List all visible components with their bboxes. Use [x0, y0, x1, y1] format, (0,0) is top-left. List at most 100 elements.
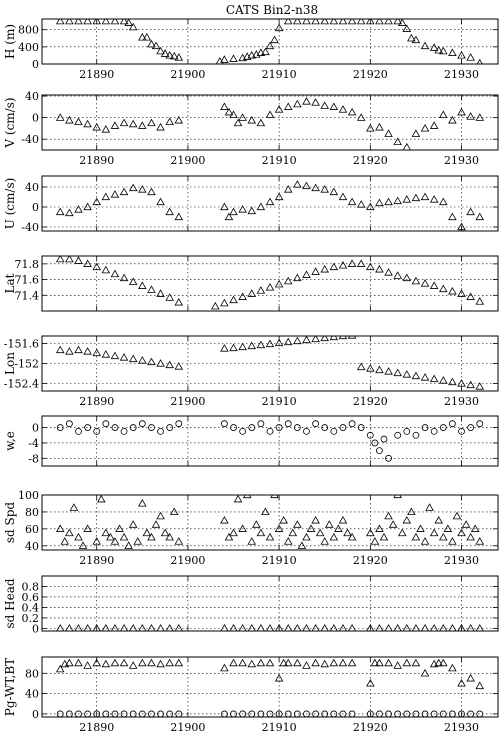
data-point [265, 283, 275, 291]
data-point [124, 541, 133, 549]
data-point [266, 710, 274, 717]
data-point [101, 623, 110, 631]
data-point [220, 623, 229, 631]
data-point [265, 197, 275, 206]
data-point [166, 710, 174, 717]
data-point [338, 515, 348, 524]
data-point [151, 520, 161, 528]
data-point [65, 19, 74, 25]
data-point [96, 495, 106, 503]
data-point [148, 424, 155, 431]
data-point [393, 661, 402, 669]
data-point [220, 344, 229, 352]
data-point [119, 273, 129, 282]
plot-frame [41, 494, 499, 551]
data-point [324, 520, 334, 528]
data-point [238, 524, 247, 532]
data-point [466, 112, 475, 120]
data-point [65, 528, 74, 537]
y-tick-label: 40 [25, 540, 39, 553]
data-point [55, 207, 65, 216]
data-point [438, 197, 448, 206]
data-point [338, 105, 348, 113]
data-point [119, 353, 129, 361]
data-point [439, 623, 448, 631]
data-point [147, 187, 156, 196]
data-point [102, 710, 110, 717]
data-point [111, 710, 119, 717]
y-tick-label: 0 [32, 622, 39, 635]
data-point [261, 47, 270, 56]
data-point [165, 623, 174, 631]
data-point [393, 495, 402, 499]
data-point [242, 495, 252, 499]
data-point [110, 269, 120, 278]
data-point [256, 202, 266, 211]
data-point [238, 205, 247, 213]
panel-v: -40 0 40 21890 21900 21910 21920 21930 V (cm/s) [3, 90, 499, 167]
data-point [302, 623, 311, 631]
data-point [393, 137, 402, 146]
data-point [252, 50, 261, 58]
data-point [411, 129, 421, 137]
data-point [320, 659, 330, 668]
y-tick-label: 0 [32, 58, 39, 71]
y-tick-label: -8 [28, 452, 39, 465]
data-point [476, 710, 484, 717]
data-point [275, 424, 283, 431]
plot-frame [41, 175, 499, 232]
data-point [338, 261, 348, 269]
data-point [275, 623, 284, 631]
data-point [274, 105, 284, 113]
data-point [466, 623, 475, 631]
data-point [375, 365, 384, 374]
data-point [375, 19, 384, 25]
data-point [166, 424, 174, 431]
data-point [119, 658, 129, 667]
data-point [283, 537, 293, 545]
data-point [384, 511, 393, 520]
data-point [247, 115, 257, 124]
data-point [366, 19, 375, 25]
data-point [302, 181, 311, 190]
data-point [229, 295, 238, 304]
data-point [429, 281, 439, 289]
data-point [475, 212, 485, 221]
data-point [375, 198, 384, 207]
data-point [138, 281, 147, 289]
data-point [393, 271, 402, 279]
data-point [247, 659, 257, 668]
data-point [93, 427, 101, 435]
data-point [429, 43, 439, 51]
data-point [274, 192, 284, 201]
data-point [74, 623, 83, 631]
data-point [434, 45, 444, 54]
data-point [257, 710, 265, 717]
data-point [256, 528, 266, 537]
y-tick-label: 400 [18, 41, 39, 54]
data-point [293, 623, 302, 631]
data-point [320, 537, 330, 545]
data-point [402, 24, 412, 32]
data-point [101, 659, 111, 668]
data-point [138, 33, 147, 41]
data-point [411, 532, 421, 541]
data-point [347, 19, 357, 25]
data-point [65, 710, 73, 717]
data-point [329, 102, 339, 110]
data-point [311, 183, 320, 192]
x-tick-label: 21890 [79, 68, 114, 81]
data-point [338, 192, 348, 201]
plot-frame [41, 255, 499, 312]
data-point [403, 710, 411, 717]
data-point [110, 623, 119, 631]
data-point [55, 345, 65, 354]
data-points [55, 658, 485, 717]
data-point [475, 623, 484, 631]
x-tick-label: 21900 [170, 554, 205, 567]
data-point [265, 532, 275, 541]
data-point [138, 499, 147, 507]
data-point [110, 351, 120, 360]
data-point [293, 273, 302, 282]
